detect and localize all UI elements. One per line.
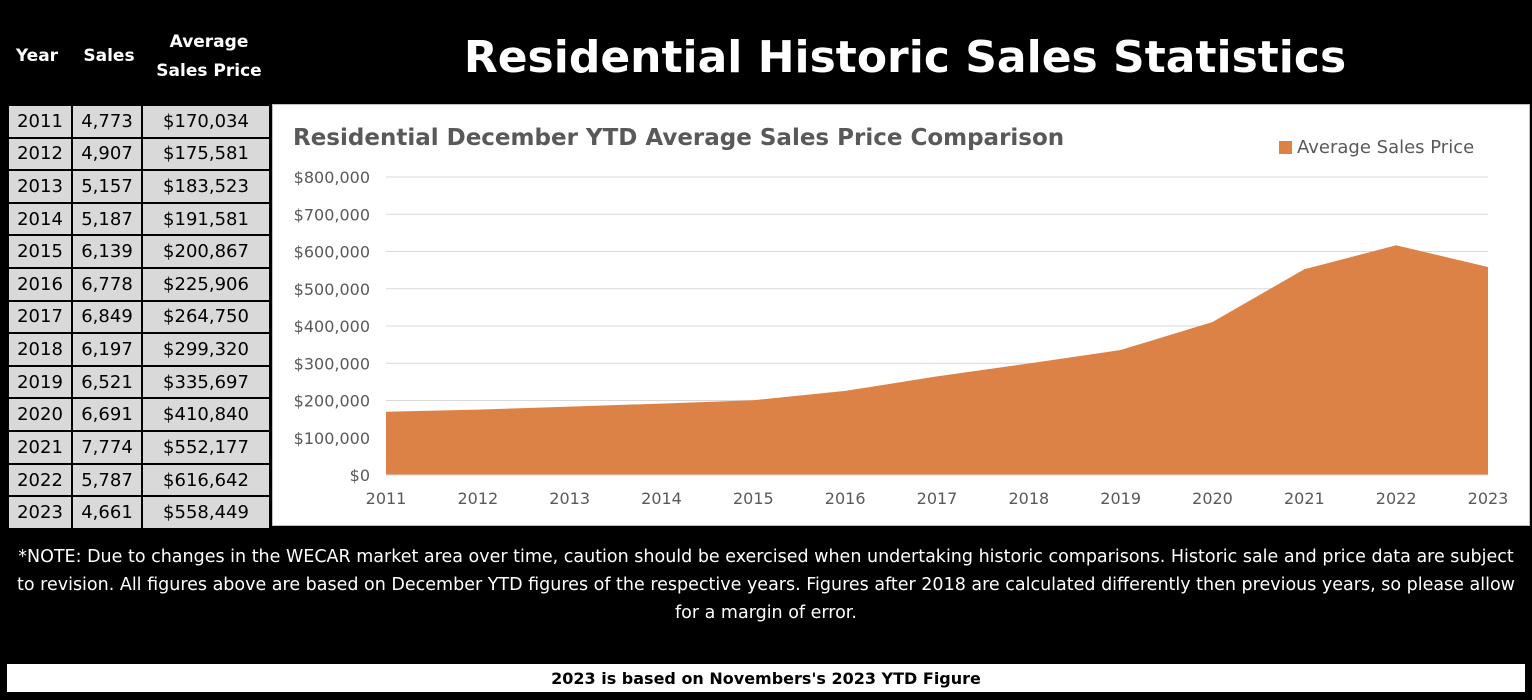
cell-year: 2020 [7, 397, 73, 433]
cell-sales: 6,778 [71, 267, 143, 302]
cell-year: 2021 [7, 430, 73, 465]
column-header-average-price: Average Sales Price [148, 28, 270, 86]
y-tick-label: $700,000 [294, 205, 370, 224]
table-row: 2011 4,773 $170,034 [7, 104, 271, 139]
cell-year: 2013 [7, 169, 73, 204]
page-title: Residential Historic Sales Statistics [463, 32, 1347, 83]
x-tick-label: 2014 [641, 489, 682, 508]
y-tick-label: $800,000 [294, 168, 370, 187]
table-row: 2023 4,661 $558,449 [7, 495, 271, 530]
y-tick-label: $500,000 [294, 280, 370, 299]
cell-average-price: $616,642 [141, 462, 271, 498]
cell-sales: 5,157 [71, 169, 143, 204]
cell-year: 2019 [7, 364, 73, 400]
cell-sales: 6,197 [71, 332, 143, 367]
column-header-average-line2: Sales Price [156, 61, 262, 81]
cell-year: 2011 [7, 104, 73, 139]
legend-swatch [1279, 141, 1292, 154]
cell-average-price: $410,840 [141, 397, 271, 433]
x-tick-label: 2013 [549, 489, 590, 508]
y-tick-label: $400,000 [294, 317, 370, 336]
cell-average-price: $183,523 [141, 169, 271, 204]
table-row: 2019 6,521 $335,697 [7, 364, 271, 400]
cell-sales: 4,661 [71, 495, 143, 530]
x-tick-label: 2020 [1192, 489, 1233, 508]
legend-label: Average Sales Price [1297, 137, 1475, 158]
cell-sales: 6,521 [71, 364, 143, 400]
y-tick-label: $0 [350, 466, 370, 485]
cell-year: 2016 [7, 267, 73, 302]
cell-year: 2022 [7, 462, 73, 498]
area-chart: $0 $100,000 $200,000 $300,000 $400,000 $500,0… [294, 168, 1509, 508]
x-tick-label: 2018 [1008, 489, 1049, 508]
x-tick-label: 2023 [1468, 489, 1509, 508]
table-body: 2011 4,773 $170,034 2012 4,907 $175,581 2013 5,… [7, 104, 271, 530]
table-row: 2014 5,187 $191,581 [7, 201, 271, 237]
table-row: 2012 4,907 $175,581 [7, 136, 271, 172]
cell-average-price: $170,034 [141, 104, 271, 139]
cell-year: 2014 [7, 201, 73, 237]
cell-average-price: $225,906 [141, 267, 271, 302]
cell-average-price: $175,581 [141, 136, 271, 172]
area-series-average-sales-price [386, 245, 1488, 475]
x-tick-label: 2012 [457, 489, 498, 508]
cell-average-price: $191,581 [141, 201, 271, 237]
x-tick-label: 2019 [1100, 489, 1141, 508]
sales-statistics-table: 2011 4,773 $170,034 2012 4,907 $175,581 2013 5,… [7, 104, 271, 530]
table-row: 2016 6,778 $225,906 [7, 267, 271, 302]
cell-average-price: $200,867 [141, 234, 271, 270]
cell-sales: 6,139 [71, 234, 143, 270]
disclaimer-note: *NOTE: Due to changes in the WECAR marke… [17, 547, 1515, 623]
cell-sales: 5,787 [71, 462, 143, 498]
chart-title: Residential December YTD Average Sales P… [293, 125, 1065, 151]
chart-panel: Residential December YTD Average Sales P… [272, 104, 1530, 526]
table-row: 2018 6,197 $299,320 [7, 332, 271, 367]
table-row: 2020 6,691 $410,840 [7, 397, 271, 433]
cell-year: 2023 [7, 495, 73, 530]
column-header-sales: Sales [83, 46, 135, 66]
x-tick-label: 2016 [825, 489, 866, 508]
x-tick-label: 2017 [917, 489, 958, 508]
y-tick-label: $600,000 [294, 243, 370, 262]
cell-average-price: $299,320 [141, 332, 271, 367]
table-row: 2017 6,849 $264,750 [7, 299, 271, 335]
x-tick-label: 2021 [1284, 489, 1325, 508]
cell-average-price: $558,449 [141, 495, 271, 530]
y-tick-label: $200,000 [294, 392, 370, 411]
cell-sales: 7,774 [71, 430, 143, 465]
footer-bar: 2023 is based on Novembers's 2023 YTD Fi… [7, 664, 1525, 692]
cell-sales: 4,773 [71, 104, 143, 139]
cell-sales: 6,849 [71, 299, 143, 335]
table-row: 2021 7,774 $552,177 [7, 430, 271, 465]
y-tick-label: $100,000 [294, 429, 370, 448]
y-tick-label: $300,000 [294, 354, 370, 373]
table-row: 2015 6,139 $200,867 [7, 234, 271, 270]
footer-text: 2023 is based on Novembers's 2023 YTD Fi… [551, 668, 981, 688]
x-tick-label: 2015 [733, 489, 774, 508]
cell-average-price: $335,697 [141, 364, 271, 400]
cell-sales: 4,907 [71, 136, 143, 172]
cell-sales: 6,691 [71, 397, 143, 433]
cell-average-price: $552,177 [141, 430, 271, 465]
table-row: 2022 5,787 $616,642 [7, 462, 271, 498]
chart-legend: Average Sales Price [1279, 137, 1474, 158]
cell-year: 2017 [7, 299, 73, 335]
cell-average-price: $264,750 [141, 299, 271, 335]
cell-year: 2018 [7, 332, 73, 367]
cell-year: 2015 [7, 234, 73, 270]
column-header-year: Year [15, 46, 59, 66]
table-row: 2013 5,157 $183,523 [7, 169, 271, 204]
x-tick-label: 2011 [366, 489, 407, 508]
column-header-average-line1: Average [169, 32, 249, 52]
cell-year: 2012 [7, 136, 73, 172]
x-tick-label: 2022 [1376, 489, 1417, 508]
cell-sales: 5,187 [71, 201, 143, 237]
